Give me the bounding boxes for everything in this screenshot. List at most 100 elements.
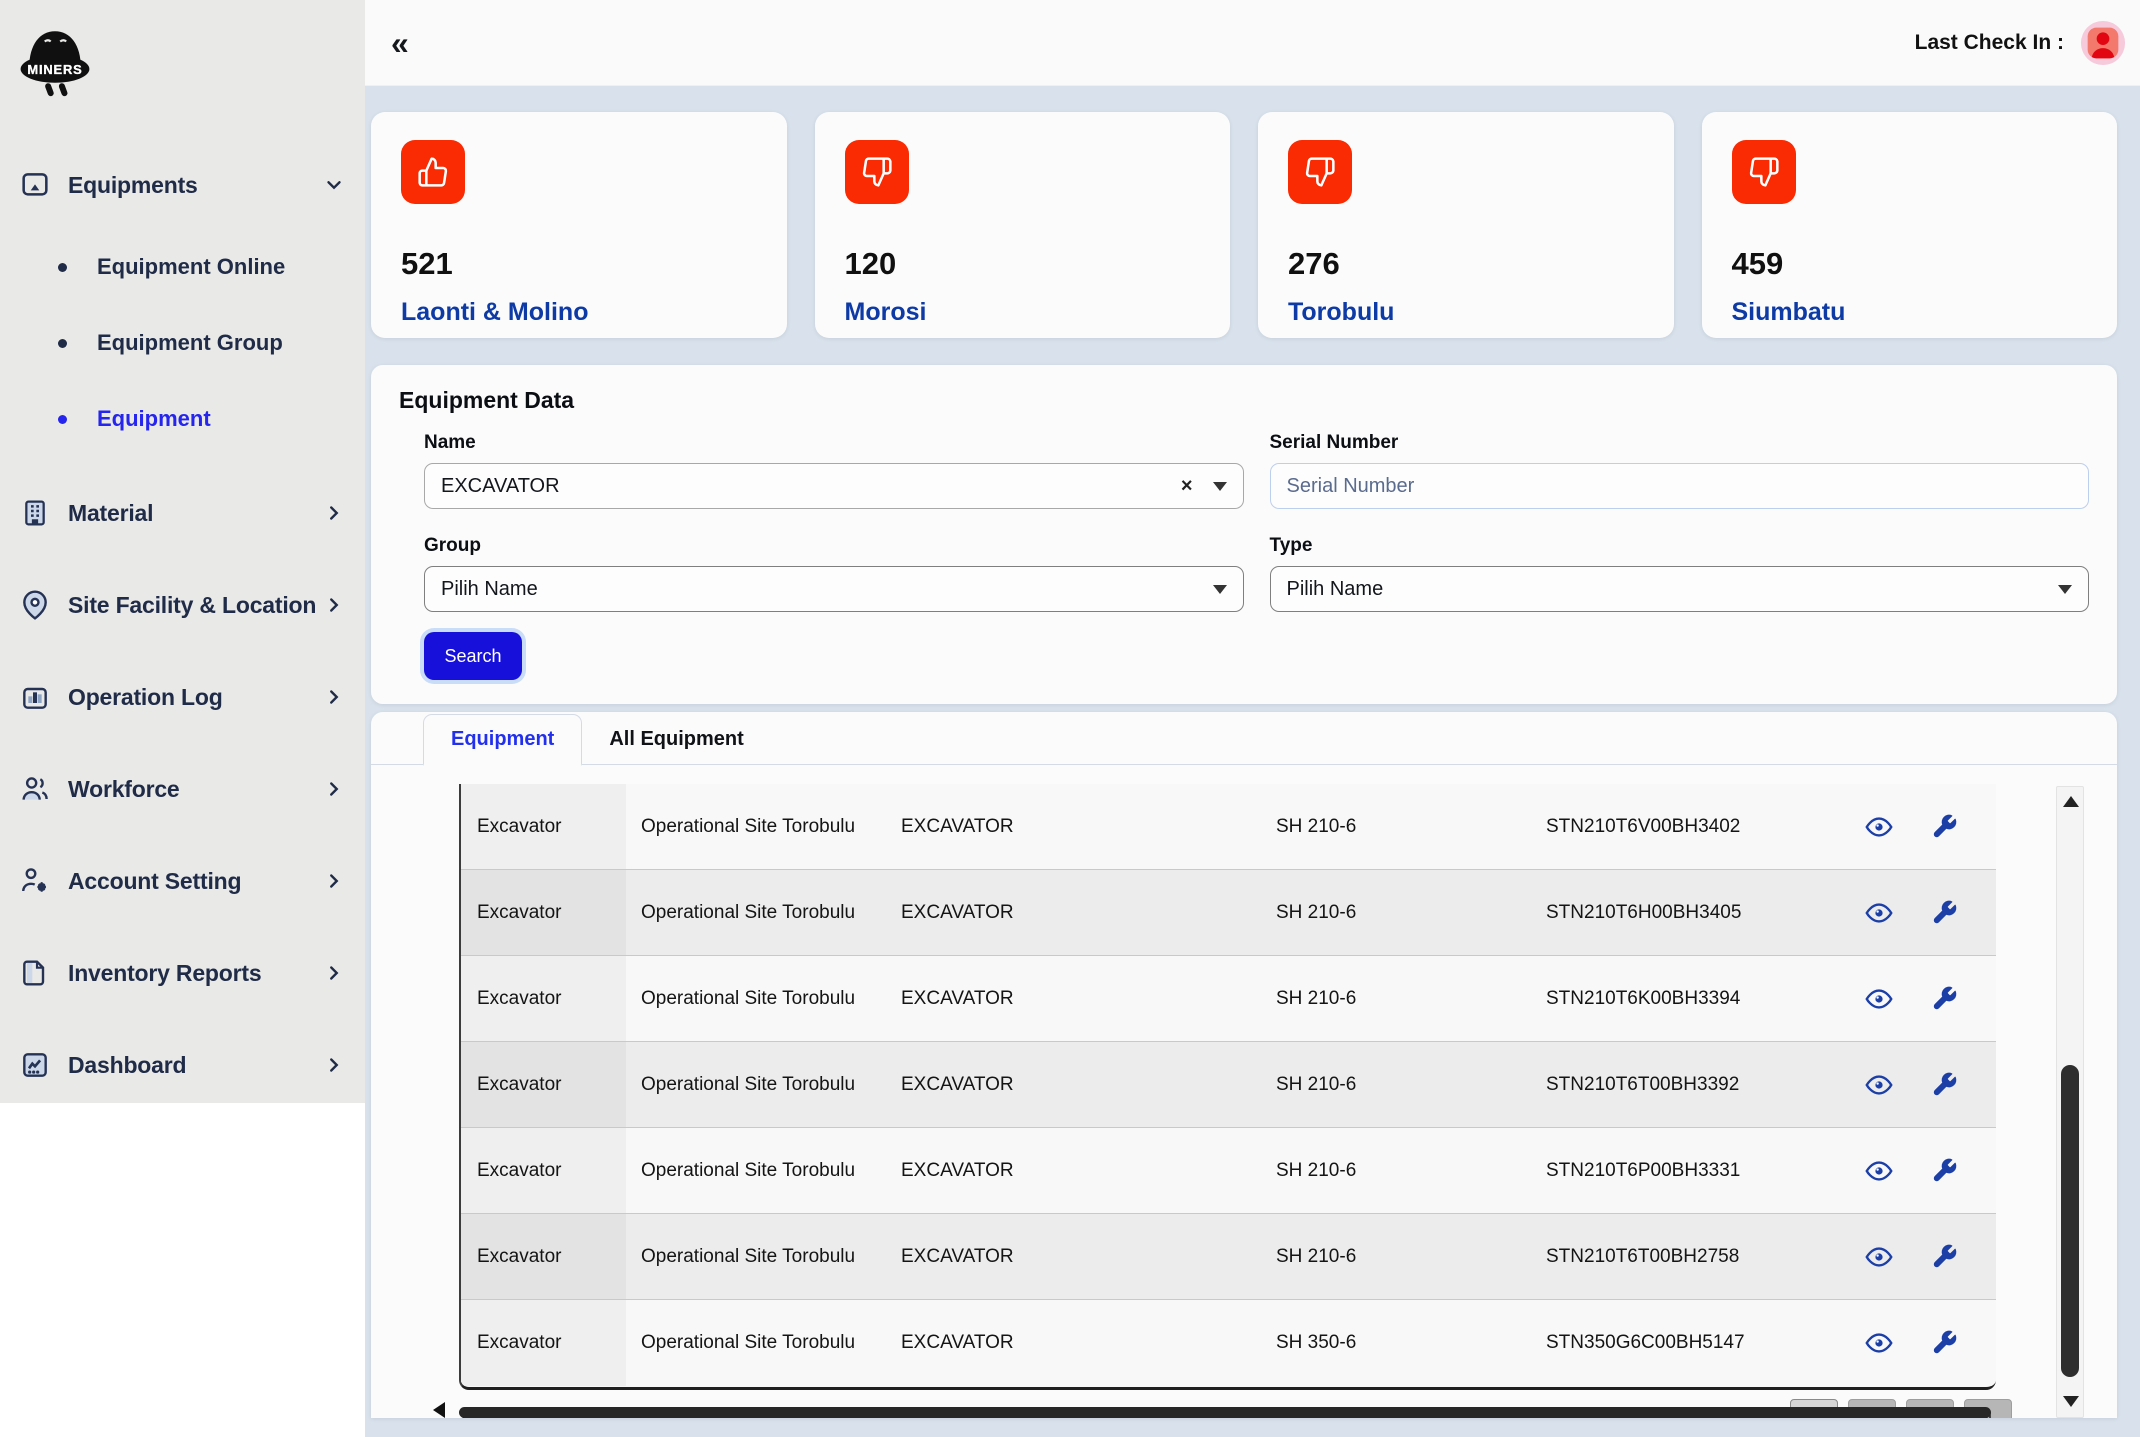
view-button[interactable]: [1865, 1157, 1893, 1185]
stat-label-link[interactable]: Laonti & Molino: [401, 298, 589, 326]
cell-name: Excavator: [461, 1300, 626, 1387]
cell-site: Operational Site Torobulu: [641, 901, 856, 923]
table-row[interactable]: Excavator Operational Site Torobulu EXCA…: [461, 1300, 1996, 1387]
name-select[interactable]: EXCAVATOR ×: [424, 463, 1244, 509]
table-row[interactable]: Excavator Operational Site Torobulu EXCA…: [461, 1214, 1996, 1301]
edit-wrench-button[interactable]: [1930, 985, 1958, 1013]
cell-equipment-name: EXCAVATOR: [901, 987, 1014, 1009]
cell-equipment-name: EXCAVATOR: [901, 1245, 1014, 1267]
sidebar-item-inventory-reports[interactable]: Inventory Reports: [0, 941, 365, 1005]
stat-value: 120: [844, 246, 897, 281]
cell-name: Excavator: [461, 1042, 626, 1128]
view-button[interactable]: [1865, 813, 1893, 841]
chevron-right-icon: [330, 1058, 339, 1072]
horizontal-scrollbar-thumb[interactable]: [459, 1407, 1991, 1418]
view-button[interactable]: [1865, 1329, 1893, 1357]
thumbs-down-icon: [1288, 140, 1352, 204]
edit-wrench-button[interactable]: [1930, 1329, 1958, 1357]
edit-wrench-button[interactable]: [1930, 1157, 1958, 1185]
sidebar-item-equipment[interactable]: Equipment: [0, 393, 365, 445]
cell-serial-number: STN210T6K00BH3394: [1546, 987, 1741, 1009]
stat-card-laonti-molino: 521 Laonti & Molino: [371, 112, 787, 338]
group-select[interactable]: Pilih Name: [424, 566, 1244, 612]
miners-logo: MINERS: [20, 31, 90, 97]
delete-trash-button[interactable]: [1995, 985, 1996, 1013]
table-row[interactable]: Excavator Operational Site Torobulu EXCA…: [461, 870, 1996, 957]
caret-down-icon: [2058, 584, 2072, 594]
type-select[interactable]: Pilih Name: [1269, 566, 2089, 612]
delete-trash-button[interactable]: [1995, 1071, 1996, 1099]
view-button[interactable]: [1865, 985, 1893, 1013]
cell-model: SH 210-6: [1276, 987, 1357, 1009]
serial-number-input[interactable]: [1286, 474, 2072, 498]
sidebar-item-equipment-online[interactable]: Equipment Online: [0, 241, 365, 293]
delete-trash-button[interactable]: [1995, 1243, 1996, 1271]
cell-model: SH 210-6: [1276, 1245, 1357, 1267]
vertical-scrollbar[interactable]: [2056, 786, 2084, 1418]
edit-wrench-button[interactable]: [1930, 813, 1958, 841]
thumbs-down-icon: [1731, 140, 1796, 204]
sidebar-item-operation-log[interactable]: Operation Log: [0, 665, 365, 729]
cell-site: Operational Site Torobulu: [641, 1245, 856, 1267]
delete-trash-button[interactable]: [1995, 813, 1996, 841]
thumbs-down-icon: [844, 140, 909, 204]
serial-number-field-wrap: [1269, 463, 2089, 509]
operation-log-icon: [18, 680, 52, 714]
topbar: « Last Check In :: [365, 0, 2140, 86]
table-row[interactable]: Excavator Operational Site Torobulu EXCA…: [461, 956, 1996, 1043]
table-row[interactable]: Excavator Operational Site Torobulu EXCA…: [461, 784, 1996, 871]
stat-value: 276: [1288, 246, 1340, 281]
view-button[interactable]: [1865, 1243, 1893, 1271]
stat-label-link[interactable]: Morosi: [844, 298, 927, 326]
cell-serial-number: STN210T6P00BH3331: [1546, 1159, 1741, 1181]
view-button[interactable]: [1865, 899, 1893, 927]
scroll-down-arrow-icon[interactable]: [2063, 1396, 2079, 1407]
sidebar-item-equipments[interactable]: Equipments: [0, 153, 365, 217]
cell-model: SH 210-6: [1276, 1159, 1357, 1181]
sidebar-item-workforce[interactable]: Workforce: [0, 757, 365, 821]
delete-trash-button[interactable]: [1995, 1157, 1996, 1185]
stat-card-siumbatu: 459 Siumbatu: [1701, 112, 2117, 338]
tab-all-equipment[interactable]: All Equipment: [609, 728, 744, 751]
tab-equipment[interactable]: Equipment: [423, 714, 583, 766]
clear-selection-icon[interactable]: ×: [1180, 475, 1193, 497]
sidebar-item-site-facility-location[interactable]: Site Facility & Location: [0, 573, 365, 637]
cell-model: SH 210-6: [1276, 815, 1357, 837]
cell-serial-number: STN210T6H00BH3405: [1546, 901, 1742, 923]
bullet-icon: [58, 414, 67, 424]
stat-label-link[interactable]: Torobulu: [1288, 298, 1395, 326]
group-label: Group: [424, 535, 481, 556]
edit-wrench-button[interactable]: [1930, 1243, 1958, 1271]
view-button[interactable]: [1865, 1071, 1893, 1099]
delete-trash-button[interactable]: [1995, 899, 1996, 927]
dashboard-icon: [18, 1048, 52, 1082]
chevron-right-icon: [330, 874, 339, 888]
stat-card-morosi: 120 Morosi: [814, 112, 1230, 338]
vertical-scrollbar-thumb[interactable]: [2061, 1065, 2079, 1377]
edit-wrench-button[interactable]: [1930, 1071, 1958, 1099]
chevron-right-icon: [330, 966, 339, 980]
scroll-left-arrow-icon[interactable]: [433, 1402, 445, 1418]
stat-value: 521: [401, 246, 453, 281]
user-avatar[interactable]: [2080, 20, 2126, 66]
edit-wrench-button[interactable]: [1930, 899, 1958, 927]
sidebar-collapse-button[interactable]: «: [391, 24, 409, 61]
table-row[interactable]: Excavator Operational Site Torobulu EXCA…: [461, 1128, 1996, 1215]
account-setting-icon: [18, 864, 52, 898]
caret-down-icon: [1212, 481, 1227, 491]
table-row[interactable]: Excavator Operational Site Torobulu EXCA…: [461, 1042, 1996, 1129]
tab-bar: Equipment All Equipment: [371, 714, 2117, 766]
search-button[interactable]: Search: [424, 632, 522, 680]
stat-label-link[interactable]: Siumbatu: [1731, 298, 1846, 326]
stat-value: 459: [1731, 246, 1784, 281]
delete-trash-button[interactable]: [1995, 1329, 1996, 1357]
chevron-right-icon: [330, 598, 339, 612]
row-actions: [1809, 1157, 1996, 1185]
sidebar-item-dashboard[interactable]: Dashboard: [0, 1033, 365, 1097]
sidebar-item-equipment-group[interactable]: Equipment Group: [0, 317, 365, 369]
sidebar-item-account-setting[interactable]: Account Setting: [0, 849, 365, 913]
scroll-up-arrow-icon[interactable]: [2063, 796, 2079, 807]
sidebar-item-material[interactable]: Material: [0, 481, 365, 545]
chevron-right-icon: [330, 690, 339, 704]
sidebar-item-label: Equipments: [68, 171, 198, 198]
